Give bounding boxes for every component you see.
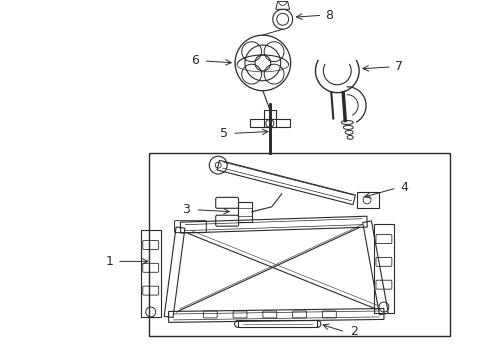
Bar: [357, 192, 379, 208]
Text: 5: 5: [220, 127, 228, 140]
Text: 6: 6: [192, 54, 199, 67]
Bar: [141, 230, 161, 317]
Bar: [238, 202, 252, 222]
Bar: [149, 153, 450, 336]
Text: 8: 8: [325, 9, 333, 22]
Bar: [374, 224, 394, 313]
Text: 3: 3: [183, 203, 191, 216]
Text: 4: 4: [401, 181, 409, 194]
Text: 7: 7: [395, 60, 403, 73]
Text: 2: 2: [350, 325, 358, 338]
Text: 1: 1: [106, 255, 114, 268]
